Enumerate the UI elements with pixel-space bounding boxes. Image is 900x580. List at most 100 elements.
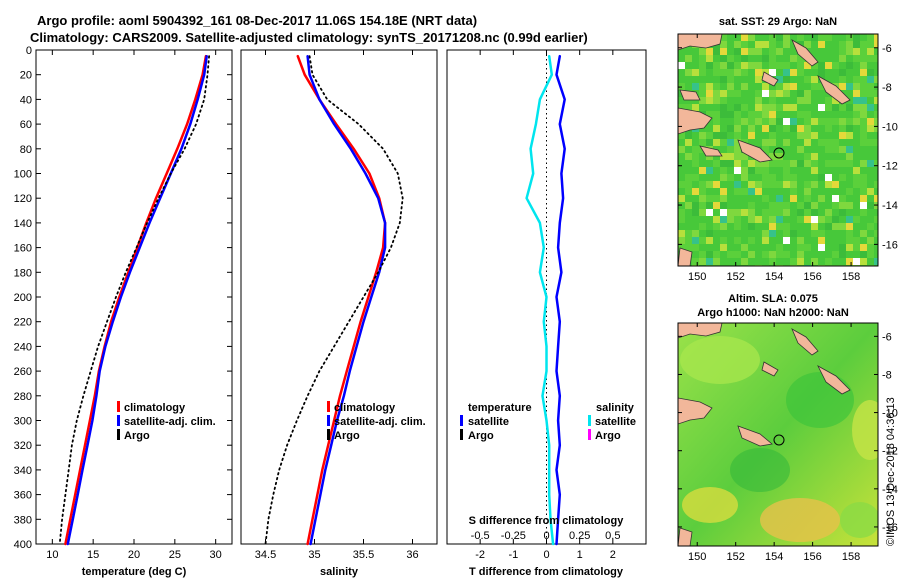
sst-cell — [818, 118, 825, 125]
sst-cell — [839, 132, 846, 139]
sst-cell — [741, 104, 748, 111]
sst-cell — [811, 223, 818, 230]
difference-s-tick-label: 0.5 — [605, 530, 620, 542]
sst-cell — [713, 97, 720, 104]
sst-cell — [713, 90, 720, 97]
sst-cell — [860, 244, 867, 251]
sst-cell — [839, 251, 846, 258]
sst-cell — [706, 62, 713, 69]
sst-cell — [776, 62, 783, 69]
sst-cell — [797, 160, 804, 167]
sst-cell — [846, 125, 853, 132]
sst-cell — [846, 104, 853, 111]
sst-cell — [860, 230, 867, 237]
map-lat-tick-label: -14 — [882, 484, 898, 496]
sst-cell — [706, 83, 713, 90]
sst-cell — [734, 118, 741, 125]
sst-cell — [825, 104, 832, 111]
legend-title-salinity: salinity — [596, 402, 635, 414]
sst-cell — [776, 76, 783, 83]
sst-cell — [678, 216, 685, 223]
sst-cell — [804, 118, 811, 125]
sst-cell — [678, 83, 685, 90]
legend-swatch-s-satellite — [588, 415, 591, 426]
sst-cell — [741, 244, 748, 251]
sst-cell — [762, 41, 769, 48]
sst-cell — [755, 181, 762, 188]
figure-title-line1: Argo profile: aoml 5904392_161 08-Dec-20… — [37, 13, 477, 28]
sst-cell — [811, 230, 818, 237]
sst-cell — [769, 118, 776, 125]
sst-cell — [790, 104, 797, 111]
depth-tick-label: 100 — [14, 169, 32, 181]
sst-cell — [762, 146, 769, 153]
sst-cell — [755, 167, 762, 174]
sst-cell — [860, 132, 867, 139]
sst-cell — [720, 237, 727, 244]
sst-cell — [734, 48, 741, 55]
depth-tick-label: 20 — [20, 70, 32, 82]
sst-cell — [839, 244, 846, 251]
sst-cell — [825, 209, 832, 216]
temperature-x-tick-label: 15 — [87, 549, 99, 561]
sst-cell — [769, 209, 776, 216]
sst-cell — [769, 153, 776, 160]
sst-cell — [755, 69, 762, 76]
sst-cell — [811, 181, 818, 188]
sst-cell — [692, 153, 699, 160]
sst-cell — [699, 202, 706, 209]
sst-cell — [769, 125, 776, 132]
map-lat-tick-label: -8 — [882, 369, 892, 381]
map-lat-tick-label: -6 — [882, 331, 892, 343]
sst-cell — [797, 111, 804, 118]
sst-cell — [762, 195, 769, 202]
sst-cell — [797, 62, 804, 69]
sst-cell — [853, 90, 860, 97]
sst-cell — [748, 132, 755, 139]
legend-label-argo: Argo — [334, 430, 360, 442]
sla-map-ticks: -6 -8 -10 -12 -14 -16 150 152 154 156 158 — [678, 323, 898, 563]
sst-cell — [692, 146, 699, 153]
sst-cell — [860, 104, 867, 111]
sst-cell — [692, 104, 699, 111]
sst-cell — [734, 251, 741, 258]
sst-cell — [678, 209, 685, 216]
sst-cell — [783, 62, 790, 69]
sst-cell — [797, 97, 804, 104]
sst-cell — [839, 125, 846, 132]
sst-cell — [713, 118, 720, 125]
sst-cell — [741, 160, 748, 167]
sst-cell — [755, 76, 762, 83]
sst-cell — [783, 125, 790, 132]
sst-cell — [776, 83, 783, 90]
sst-cell — [783, 34, 790, 41]
sst-cell — [874, 125, 878, 132]
sst-cell — [741, 69, 748, 76]
sst-cell — [846, 153, 853, 160]
sst-cell — [832, 146, 839, 153]
temperature-panel: 0204060801001201401601802002202402602803… — [14, 45, 646, 578]
sst-cell — [769, 223, 776, 230]
sst-cell — [790, 195, 797, 202]
difference-t-tick-label: 1 — [577, 549, 583, 561]
sst-cell — [846, 48, 853, 55]
sst-cell — [720, 62, 727, 69]
map-lat-tick-label: -6 — [882, 43, 892, 55]
sst-cell — [818, 237, 825, 244]
sst-cell — [748, 34, 755, 41]
sst-cell — [727, 139, 734, 146]
sst-cell — [867, 237, 874, 244]
sst-cell — [769, 216, 776, 223]
sst-cell — [769, 55, 776, 62]
sst-cell — [853, 258, 860, 265]
sst-cell — [755, 104, 762, 111]
sst-cell — [790, 174, 797, 181]
sla-map-frame — [677, 322, 879, 547]
sst-cell — [748, 48, 755, 55]
sst-cell — [741, 34, 748, 41]
sst-cell — [797, 244, 804, 251]
series-satellite-adj-clim- — [66, 54, 208, 546]
sst-cell — [755, 41, 762, 48]
sst-cell — [790, 230, 797, 237]
